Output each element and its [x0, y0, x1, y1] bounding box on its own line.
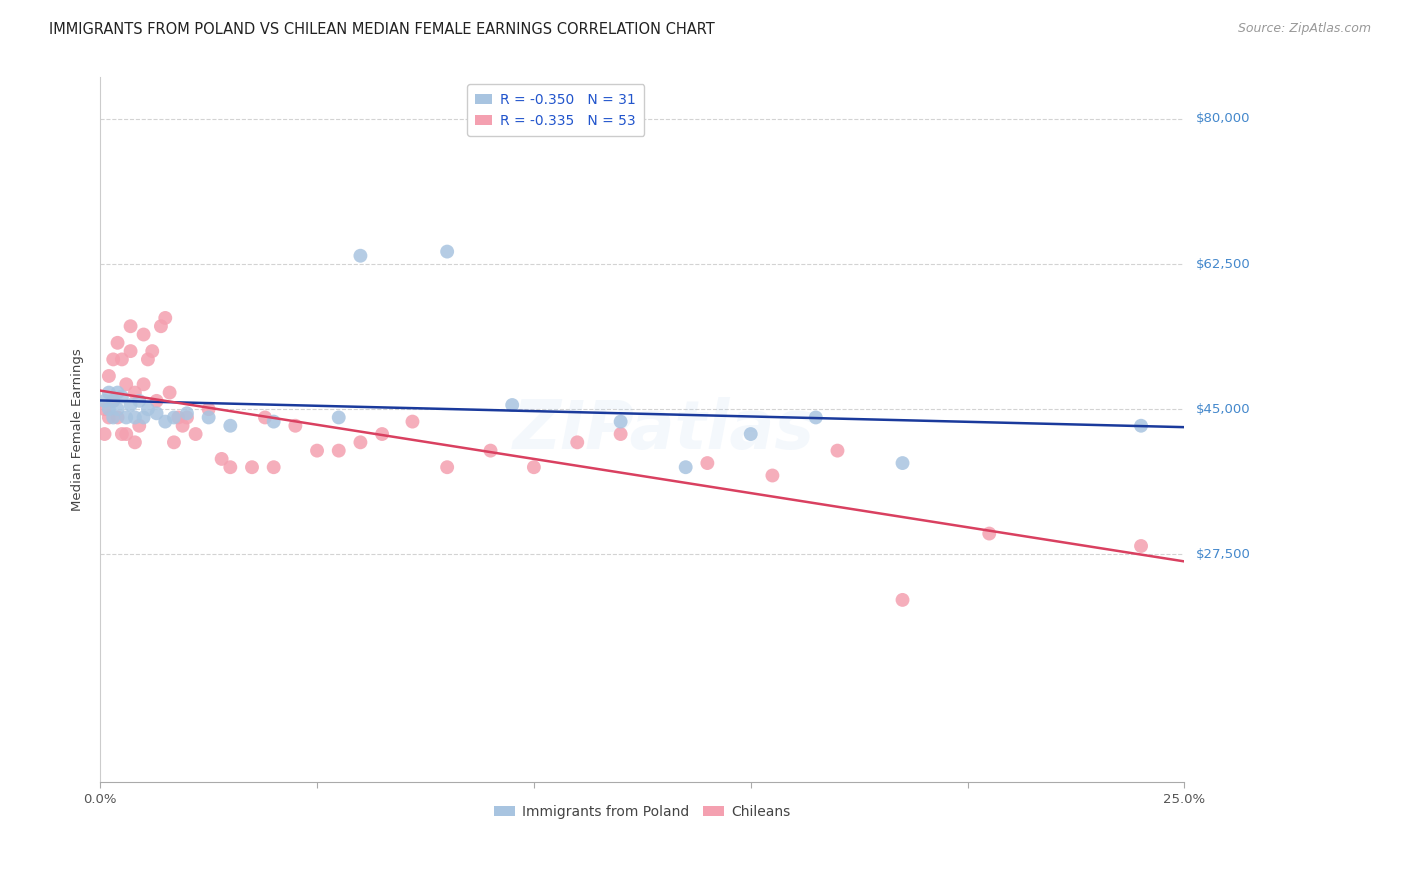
Text: Source: ZipAtlas.com: Source: ZipAtlas.com: [1237, 22, 1371, 36]
Point: [159, 385, 181, 400]
Point: [436, 460, 458, 475]
Point: [155, 415, 177, 429]
Point: [115, 427, 138, 442]
Point: [263, 460, 285, 475]
Point: [120, 319, 142, 334]
Point: [97, 385, 120, 400]
Point: [136, 402, 159, 417]
Point: [523, 460, 546, 475]
Point: [132, 327, 155, 342]
Point: [184, 427, 207, 442]
Point: [163, 435, 186, 450]
Text: $27,500: $27,500: [1195, 548, 1250, 561]
Point: [827, 443, 849, 458]
Point: [103, 393, 125, 408]
Point: [609, 427, 631, 442]
Point: [136, 352, 159, 367]
Point: [328, 443, 350, 458]
Point: [176, 410, 198, 425]
Point: [107, 410, 129, 425]
Point: [115, 410, 138, 425]
Point: [107, 385, 129, 400]
Point: [675, 460, 697, 475]
Point: [328, 410, 350, 425]
Text: $45,000: $45,000: [1195, 402, 1250, 416]
Point: [1130, 418, 1153, 433]
Point: [97, 369, 120, 384]
Point: [141, 344, 163, 359]
Point: [97, 402, 120, 417]
Point: [93, 427, 115, 442]
Point: [349, 435, 371, 450]
Point: [103, 410, 125, 425]
Point: [124, 435, 146, 450]
Point: [103, 352, 125, 367]
Point: [401, 415, 423, 429]
Point: [167, 410, 190, 425]
Point: [120, 398, 142, 412]
Point: [155, 310, 177, 325]
Point: [107, 335, 129, 350]
Point: [124, 385, 146, 400]
Point: [501, 398, 523, 412]
Point: [132, 377, 155, 392]
Point: [804, 410, 827, 425]
Point: [305, 443, 328, 458]
Point: [107, 402, 129, 417]
Point: [240, 460, 263, 475]
Point: [128, 418, 150, 433]
Point: [149, 319, 172, 334]
Point: [132, 410, 155, 425]
Point: [211, 451, 233, 466]
Point: [263, 415, 285, 429]
Point: [124, 410, 146, 425]
Point: [172, 418, 194, 433]
Point: [349, 249, 371, 263]
Text: $62,500: $62,500: [1195, 258, 1250, 270]
Text: ZIPatlas: ZIPatlas: [513, 397, 815, 463]
Text: IMMIGRANTS FROM POLAND VS CHILEAN MEDIAN FEMALE EARNINGS CORRELATION CHART: IMMIGRANTS FROM POLAND VS CHILEAN MEDIAN…: [49, 22, 716, 37]
Point: [479, 443, 502, 458]
Legend: Immigrants from Poland, Chileans: Immigrants from Poland, Chileans: [489, 799, 796, 825]
Point: [1130, 539, 1153, 553]
Point: [128, 393, 150, 408]
Point: [979, 526, 1001, 541]
Point: [696, 456, 718, 470]
Point: [219, 460, 242, 475]
Point: [197, 410, 219, 425]
Point: [253, 410, 276, 425]
Point: [567, 435, 589, 450]
Point: [115, 377, 138, 392]
Point: [111, 352, 134, 367]
Point: [145, 406, 167, 420]
Point: [176, 406, 198, 420]
Point: [891, 456, 914, 470]
Point: [284, 418, 307, 433]
Point: [111, 390, 134, 404]
Point: [120, 344, 142, 359]
Point: [163, 410, 186, 425]
Point: [103, 393, 125, 408]
Point: [219, 418, 242, 433]
Point: [93, 402, 115, 417]
Point: [111, 427, 134, 442]
Point: [93, 393, 115, 408]
Text: $80,000: $80,000: [1195, 112, 1250, 126]
Point: [740, 427, 762, 442]
Point: [436, 244, 458, 259]
Point: [197, 402, 219, 417]
Point: [145, 393, 167, 408]
Point: [609, 415, 631, 429]
Point: [891, 593, 914, 607]
Y-axis label: Median Female Earnings: Median Female Earnings: [72, 349, 84, 511]
Point: [761, 468, 783, 483]
Point: [371, 427, 394, 442]
Point: [97, 410, 120, 425]
